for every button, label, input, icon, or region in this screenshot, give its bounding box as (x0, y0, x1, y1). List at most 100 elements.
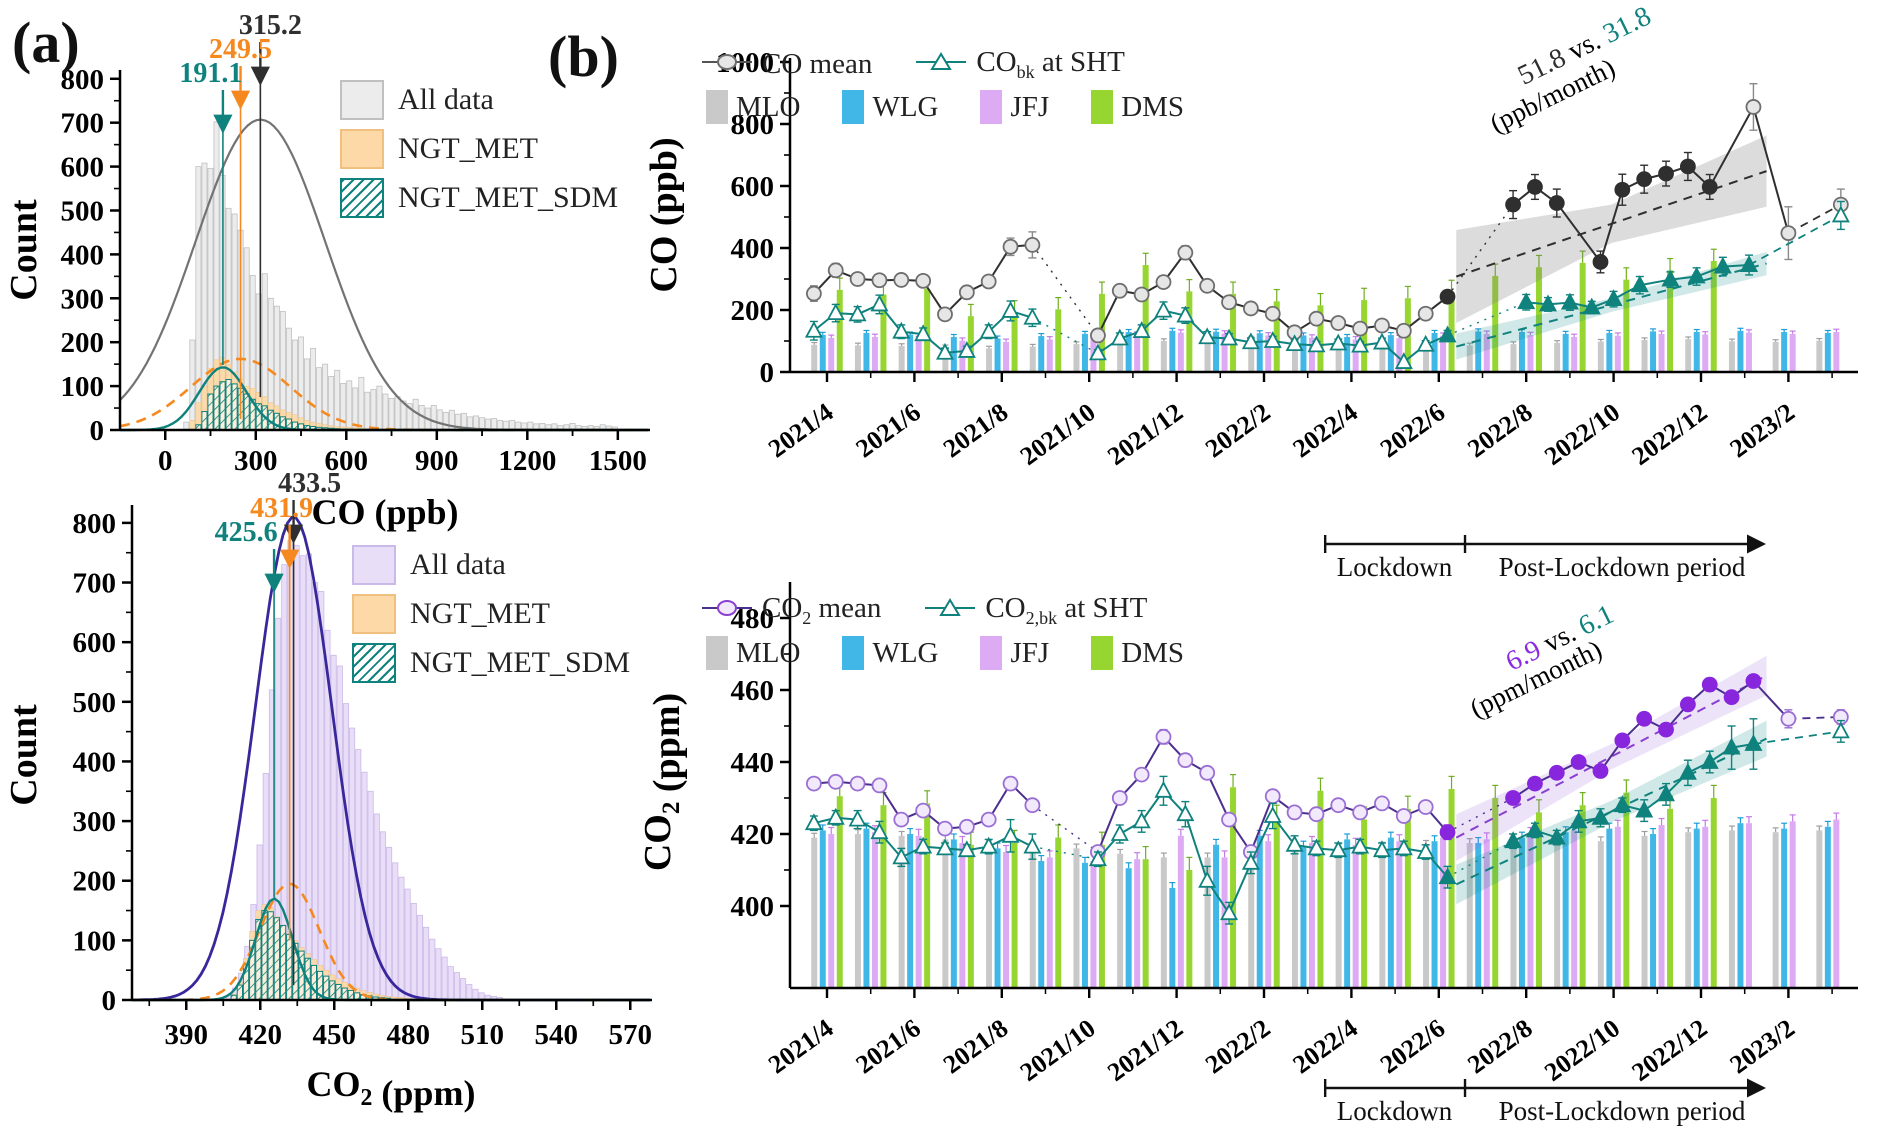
ts-co2-legend-row2: MLO WLG JFJ DMS (706, 636, 1210, 670)
svg-text:2021/12: 2021/12 (1102, 1013, 1188, 1087)
svg-text:2021/8: 2021/8 (938, 1013, 1013, 1079)
dms-swatch (1091, 90, 1114, 124)
svg-text:420: 420 (239, 1019, 283, 1051)
legend-label: NGT_MET (398, 132, 538, 165)
svg-text:400: 400 (61, 239, 105, 271)
svg-text:510: 510 (461, 1019, 505, 1051)
all-data-swatch (352, 545, 396, 585)
legend-label: CO mean (762, 47, 873, 80)
legend-item-all-data: All data (352, 545, 630, 585)
co2-bk-marker (923, 594, 977, 627)
legend-item-jfj: JFJ (980, 90, 1049, 124)
svg-text:440: 440 (731, 747, 775, 779)
legend-label: DMS (1121, 90, 1185, 123)
legend-label: WLG (872, 90, 939, 123)
svg-text:2022/12: 2022/12 (1627, 1013, 1713, 1087)
legend-label: CO2 mean (762, 592, 882, 628)
svg-text:2022/2: 2022/2 (1200, 397, 1275, 463)
svg-text:2023/2: 2023/2 (1724, 1013, 1799, 1079)
legend-item-co-mean: CO mean (700, 48, 872, 81)
svg-text:Count: Count (3, 704, 45, 806)
ngt-met-sdm-swatch (352, 643, 396, 683)
legend-label: NGT_MET_SDM (398, 181, 619, 214)
legend-label: MLO (736, 636, 801, 669)
legend-label: NGT_MET_SDM (410, 646, 631, 679)
legend-item-jfj: JFJ (980, 636, 1049, 670)
svg-text:431.9: 431.9 (250, 493, 313, 524)
svg-text:CO2 (ppm): CO2 (ppm) (637, 693, 688, 871)
mlo-swatch (706, 90, 728, 124)
svg-text:2022/4: 2022/4 (1287, 397, 1362, 463)
svg-text:2021/4: 2021/4 (763, 1013, 838, 1079)
ngt-met-swatch (340, 129, 384, 169)
svg-text:433.5: 433.5 (278, 468, 341, 499)
legend-label: JFJ (1010, 90, 1050, 123)
svg-text:2021/4: 2021/4 (763, 397, 838, 463)
svg-text:CO2 (ppm): CO2 (ppm) (307, 1064, 476, 1113)
svg-text:1200: 1200 (498, 445, 556, 477)
legend-item-wlg: WLG (842, 90, 938, 124)
svg-text:2022/10: 2022/10 (1539, 397, 1625, 471)
legend-label: JFJ (1010, 636, 1050, 669)
co2-mean-marker (700, 594, 754, 627)
dms-swatch (1091, 636, 1114, 670)
legend-item-co-bk: CObk at SHT (914, 46, 1125, 83)
svg-text:300: 300 (234, 445, 278, 477)
svg-text:2022/6: 2022/6 (1375, 1013, 1450, 1079)
svg-text:2021/8: 2021/8 (938, 397, 1013, 463)
legend-item-dms: DMS (1091, 636, 1184, 670)
svg-text:600: 600 (73, 627, 117, 659)
svg-text:2021/6: 2021/6 (850, 397, 925, 463)
all-data-swatch (340, 80, 384, 120)
ts-co-legend-row1: CO mean CObk at SHT (700, 46, 1151, 83)
svg-text:249.5: 249.5 (209, 34, 272, 65)
legend-item-co2-mean: CO2 mean (700, 592, 881, 629)
legend-item-mlo: MLO (706, 636, 800, 670)
lockdown-label-co: Lockdown (1336, 552, 1453, 582)
svg-text:500: 500 (73, 687, 117, 719)
legend-label: WLG (872, 636, 939, 669)
legend-item-ngt-met: NGT_MET (352, 594, 630, 634)
svg-text:600: 600 (731, 171, 775, 203)
svg-text:200: 200 (61, 327, 105, 359)
svg-text:2022/8: 2022/8 (1462, 397, 1537, 463)
svg-text:0: 0 (158, 445, 173, 477)
jfj-swatch (980, 90, 1003, 124)
hist-co-chart: 0 100 200 300 400 500 600 700 800 0 300 600 900 1200 1… (3, 10, 650, 532)
svg-text:400: 400 (73, 746, 117, 778)
svg-text:500: 500 (61, 195, 105, 227)
svg-text:0: 0 (760, 357, 775, 389)
mlo-swatch (706, 636, 728, 670)
svg-text:0: 0 (102, 985, 117, 1017)
svg-text:460: 460 (731, 675, 775, 707)
svg-text:2021/10: 2021/10 (1015, 1013, 1101, 1087)
svg-text:200: 200 (731, 295, 775, 327)
svg-text:2022/2: 2022/2 (1200, 1013, 1275, 1079)
svg-text:425.6: 425.6 (215, 517, 278, 548)
svg-text:2022/6: 2022/6 (1375, 397, 1450, 463)
svg-text:450: 450 (313, 1019, 357, 1051)
svg-text:1500: 1500 (589, 445, 647, 477)
legend-label: All data (398, 83, 494, 116)
ngt-met-swatch (352, 594, 396, 634)
svg-text:2022/8: 2022/8 (1462, 1013, 1537, 1079)
svg-text:600: 600 (61, 152, 105, 184)
post-lockdown-label-co2: Post-Lockdown period (1498, 1096, 1746, 1126)
svg-text:CO (ppb): CO (ppb) (643, 137, 685, 292)
svg-text:480: 480 (387, 1019, 431, 1051)
svg-text:800: 800 (61, 64, 105, 96)
svg-text:2023/2: 2023/2 (1724, 397, 1799, 463)
svg-text:2021/10: 2021/10 (1015, 397, 1101, 471)
ts-co2-legend-row1: CO2 mean CO2,bk at SHT (700, 592, 1173, 629)
svg-text:200: 200 (73, 866, 117, 898)
svg-text:2022/12: 2022/12 (1627, 397, 1713, 471)
svg-text:600: 600 (325, 445, 369, 477)
legend-label: NGT_MET (410, 597, 550, 630)
legend-label: CO2,bk at SHT (985, 592, 1148, 628)
svg-text:315.2: 315.2 (239, 10, 302, 41)
legend-item-dms: DMS (1091, 90, 1184, 124)
co-bk-marker (914, 48, 968, 81)
svg-text:Count: Count (3, 199, 45, 301)
panel-a-label: (a) (12, 10, 80, 75)
svg-text:CO (ppb): CO (ppb) (311, 492, 458, 532)
